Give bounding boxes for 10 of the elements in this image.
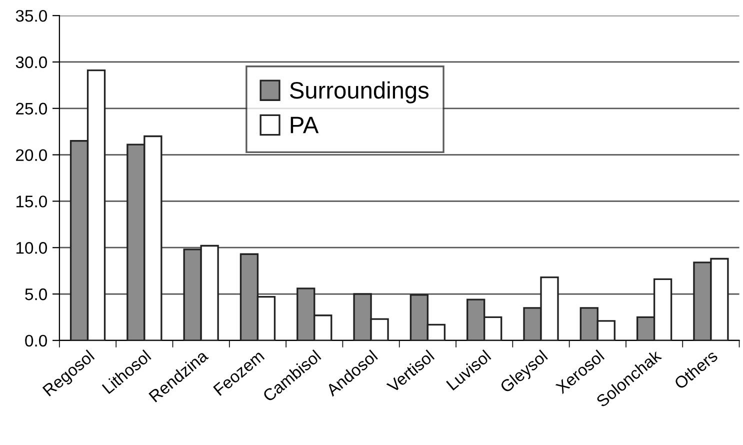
y-tick-label: 30.0 (16, 56, 47, 68)
legend-label: PA (290, 116, 319, 134)
y-tick-label: 5.0 (25, 288, 47, 300)
y-tick-label: 10.0 (16, 242, 47, 254)
y-tick-label: 25.0 (16, 102, 47, 115)
y-tick-label: 15.0 (16, 196, 47, 208)
y-tick-label: 20.0 (16, 149, 47, 161)
y-tick-label: 35.0 (16, 10, 47, 22)
legend-label: Surroundings (290, 81, 429, 104)
y-tick-label: 0.0 (25, 334, 47, 347)
